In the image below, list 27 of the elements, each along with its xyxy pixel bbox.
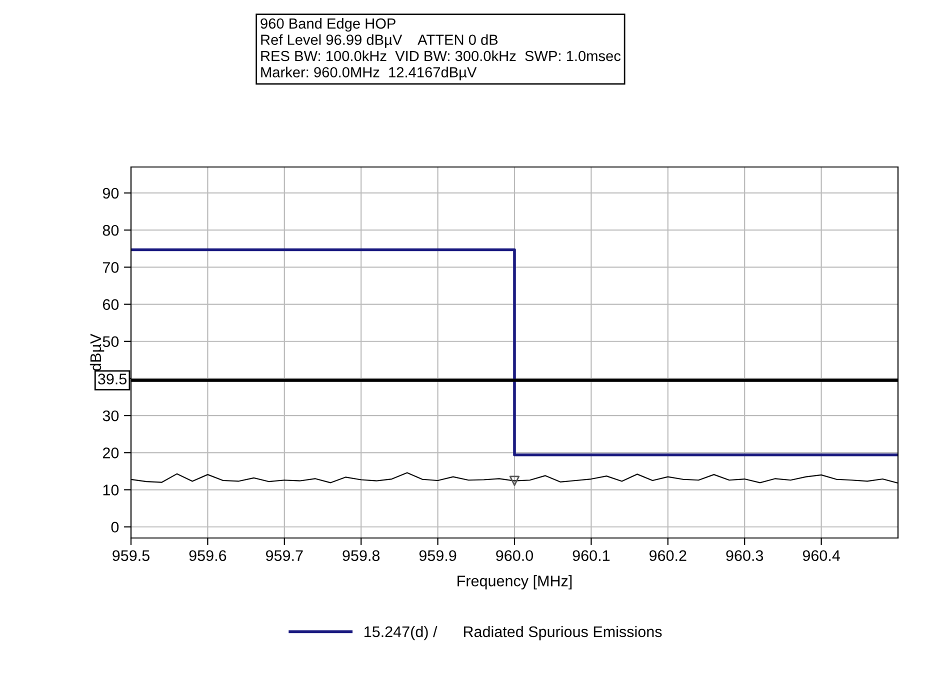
y-tick-label: 10 (103, 484, 119, 496)
y-axis-title: dBµV (90, 334, 104, 371)
y-tick-label: 30 (102, 410, 119, 422)
x-tick-label: 959.5 (112, 550, 150, 562)
legend-label: 15.247(d) / Radiated Spurious Emissions (364, 626, 662, 640)
x-tick-label: 960.2 (650, 550, 686, 562)
x-tick-label: 960.4 (802, 550, 840, 562)
x-tick-label: 959.9 (419, 550, 456, 562)
y-tick-label: 70 (102, 262, 119, 273)
x-tick-label: 959.7 (266, 550, 303, 562)
text: Marker: 960.0MHz 12.4167dBµV (261, 66, 477, 80)
y-tick-label: 0 (111, 522, 119, 533)
y-tick-label: 50 (102, 336, 119, 348)
x-tick-label: 960.1 (572, 550, 610, 562)
y-tick-label: 60 (102, 299, 119, 310)
y-tick-label: 90 (102, 188, 119, 199)
text: 960 Band Edge HOP (260, 18, 396, 32)
x-tick-label: 960.0 (496, 550, 534, 562)
text: Ref Level 96.99 dBµV ATTEN 0 dB (261, 34, 498, 48)
y-tick-label: 20 (102, 448, 119, 458)
text: RES BW: 100.0kHz VID BW: 300.0kHz SWP: 1.0msec (261, 50, 621, 62)
x-tick-label: 959.8 (342, 550, 380, 562)
ref-line-label: 39.5 (98, 374, 127, 384)
x-axis-title: Frequency [MHz] (458, 575, 572, 590)
x-tick-label: 959.6 (189, 550, 226, 562)
x-tick-label: 960.3 (726, 550, 764, 562)
y-tick-label: 80 (102, 224, 119, 236)
